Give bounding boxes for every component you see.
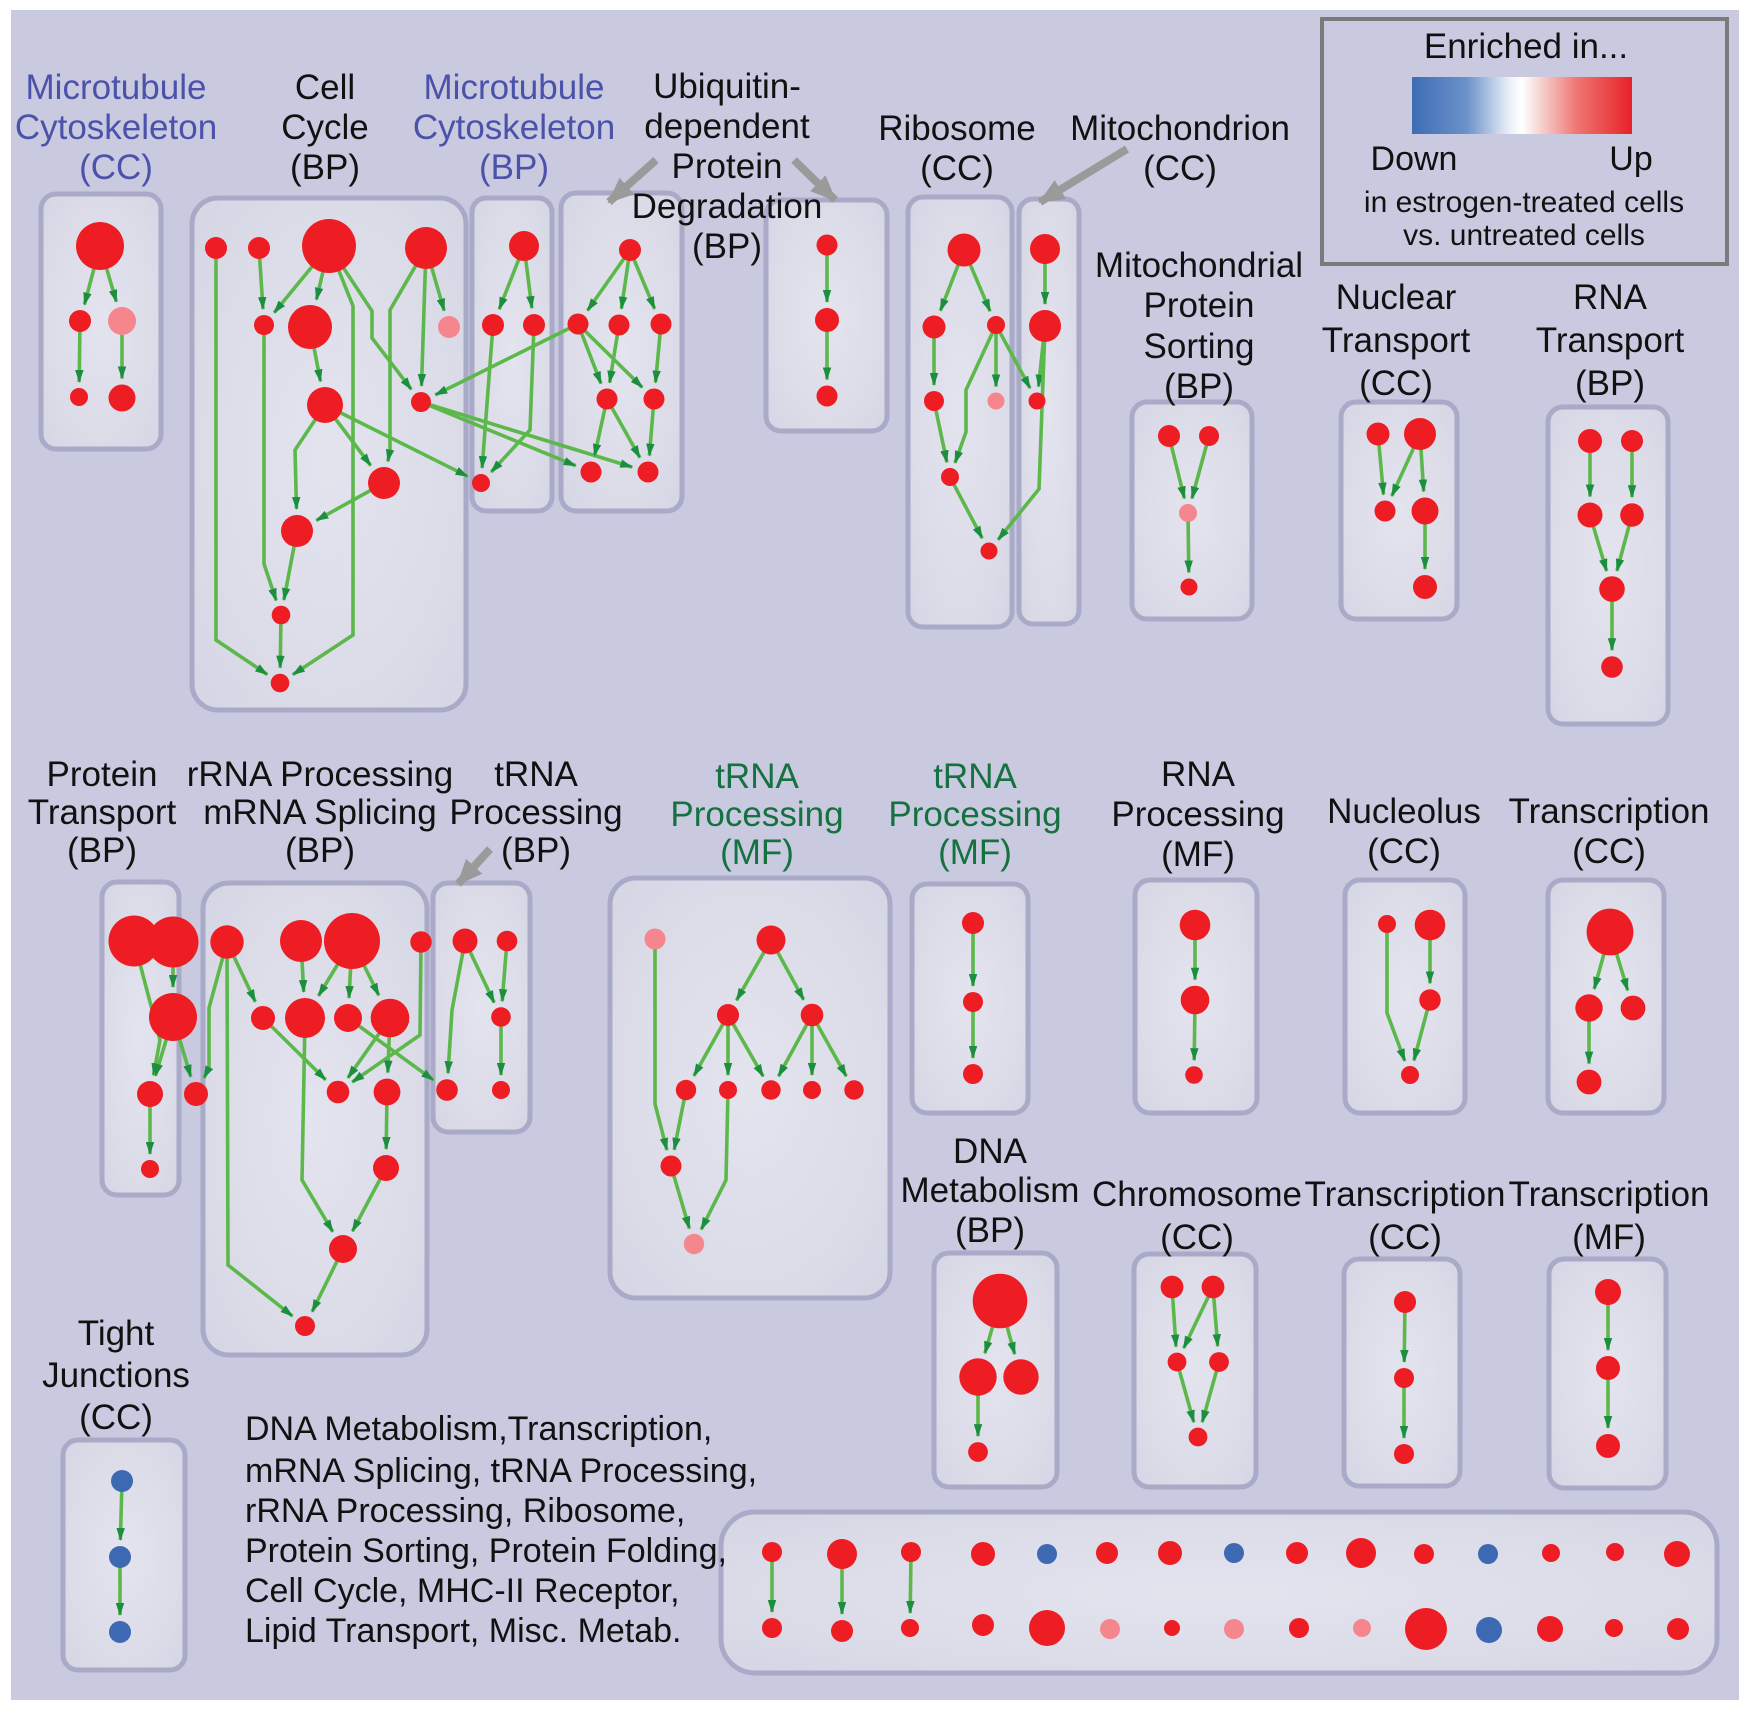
- svg-text:Mitochondrial: Mitochondrial: [1095, 246, 1303, 285]
- svg-text:rRNA Processing, Ribosome,: rRNA Processing, Ribosome,: [245, 1492, 685, 1530]
- svg-text:Cell: Cell: [295, 68, 355, 107]
- svg-text:Processing: Processing: [670, 795, 843, 834]
- svg-text:Processing: Processing: [1111, 795, 1284, 834]
- svg-text:Metabolism: Metabolism: [901, 1171, 1080, 1210]
- svg-text:Processing: Processing: [449, 793, 622, 832]
- svg-text:vs. untreated cells: vs. untreated cells: [1403, 219, 1645, 252]
- svg-text:(CC): (CC): [79, 1398, 153, 1437]
- svg-text:tRNA: tRNA: [933, 757, 1017, 796]
- svg-text:(MF): (MF): [1572, 1218, 1646, 1257]
- svg-text:(CC): (CC): [1367, 832, 1441, 871]
- svg-text:Transport: Transport: [1322, 321, 1471, 360]
- svg-text:Enriched in...: Enriched in...: [1424, 27, 1628, 66]
- svg-text:Ribosome: Ribosome: [878, 109, 1036, 148]
- svg-text:tRNA: tRNA: [715, 757, 799, 796]
- svg-text:Down: Down: [1371, 140, 1458, 178]
- svg-text:(BP): (BP): [285, 831, 355, 870]
- svg-text:(CC): (CC): [1359, 364, 1433, 403]
- svg-text:(BP): (BP): [479, 148, 549, 187]
- svg-text:(CC): (CC): [1368, 1218, 1442, 1257]
- svg-text:Transcription: Transcription: [1305, 1175, 1506, 1214]
- svg-text:(MF): (MF): [1161, 835, 1235, 874]
- svg-text:Lipid Transport, Misc. Metab.: Lipid Transport, Misc. Metab.: [245, 1612, 682, 1650]
- svg-text:Processing: Processing: [888, 795, 1061, 834]
- svg-text:Cytoskeleton: Cytoskeleton: [15, 108, 217, 147]
- svg-text:Up: Up: [1609, 140, 1652, 178]
- svg-text:DNA Metabolism,Transcription,: DNA Metabolism,Transcription,: [245, 1410, 712, 1448]
- svg-text:Protein: Protein: [1144, 286, 1255, 325]
- svg-text:(BP): (BP): [1575, 364, 1645, 403]
- svg-text:Transport: Transport: [1536, 321, 1685, 360]
- svg-text:(BP): (BP): [501, 831, 571, 870]
- svg-text:Nucleolus: Nucleolus: [1327, 792, 1481, 831]
- svg-text:(CC): (CC): [79, 148, 153, 187]
- svg-text:RNA: RNA: [1573, 278, 1648, 317]
- svg-text:(BP): (BP): [1164, 367, 1234, 406]
- svg-text:Sorting: Sorting: [1144, 327, 1255, 366]
- svg-text:Protein: Protein: [47, 755, 158, 794]
- svg-text:Transcription: Transcription: [1509, 792, 1710, 831]
- svg-text:Transport: Transport: [28, 793, 177, 832]
- svg-text:Degradation: Degradation: [632, 187, 823, 226]
- svg-text:Chromosome: Chromosome: [1092, 1175, 1302, 1214]
- svg-text:Protein: Protein: [672, 147, 783, 186]
- svg-text:(CC): (CC): [1572, 832, 1646, 871]
- svg-text:Protein Sorting, Protein Foldi: Protein Sorting, Protein Folding,: [245, 1532, 727, 1570]
- svg-text:mRNA Splicing: mRNA Splicing: [203, 793, 436, 832]
- svg-text:dependent: dependent: [644, 107, 810, 146]
- svg-text:Cell Cycle, MHC-II Receptor,: Cell Cycle, MHC-II Receptor,: [245, 1572, 680, 1610]
- svg-text:(CC): (CC): [1143, 149, 1217, 188]
- svg-text:(CC): (CC): [1160, 1218, 1234, 1257]
- svg-text:(BP): (BP): [290, 148, 360, 187]
- svg-text:in estrogen-treated cells: in estrogen-treated cells: [1364, 186, 1684, 219]
- svg-text:Cytoskeleton: Cytoskeleton: [413, 108, 615, 147]
- svg-text:Tight: Tight: [78, 1314, 155, 1353]
- svg-text:rRNA Processing: rRNA Processing: [187, 755, 453, 794]
- svg-text:(MF): (MF): [938, 833, 1012, 872]
- svg-text:(BP): (BP): [692, 227, 762, 266]
- svg-text:Microtubule: Microtubule: [424, 68, 605, 107]
- svg-text:RNA: RNA: [1161, 755, 1236, 794]
- svg-text:Nuclear: Nuclear: [1336, 278, 1457, 317]
- svg-text:DNA: DNA: [953, 1132, 1028, 1171]
- svg-text:Ubiquitin-: Ubiquitin-: [653, 67, 801, 106]
- svg-text:Mitochondrion: Mitochondrion: [1070, 109, 1290, 148]
- svg-text:(CC): (CC): [920, 149, 994, 188]
- svg-text:(BP): (BP): [955, 1211, 1025, 1250]
- svg-text:tRNA: tRNA: [494, 755, 578, 794]
- svg-text:Transcription: Transcription: [1509, 1175, 1710, 1214]
- svg-text:(MF): (MF): [720, 833, 794, 872]
- svg-text:Junctions: Junctions: [42, 1356, 190, 1395]
- svg-text:Microtubule: Microtubule: [26, 68, 207, 107]
- svg-text:Cycle: Cycle: [281, 108, 369, 147]
- svg-text:mRNA Splicing, tRNA Processing: mRNA Splicing, tRNA Processing,: [245, 1452, 757, 1490]
- svg-text:(BP): (BP): [67, 831, 137, 870]
